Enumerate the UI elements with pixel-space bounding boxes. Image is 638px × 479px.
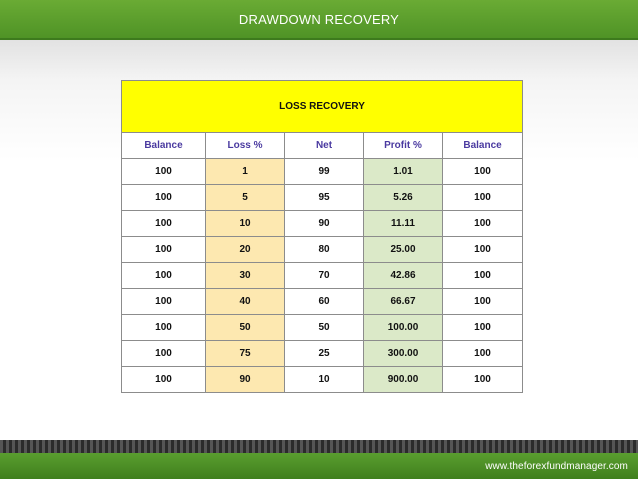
cell-net: 99 xyxy=(284,158,364,185)
table-title: LOSS RECOVERY xyxy=(120,80,524,133)
title-bar xyxy=(0,0,638,40)
cell-profit-pct: 11.11 xyxy=(363,210,443,237)
cell-balance: 100 xyxy=(121,158,206,185)
cell-loss-pct: 1 xyxy=(205,158,285,185)
cell-balance: 100 xyxy=(121,236,206,263)
table-row: 100 30 70 42.86 100 xyxy=(121,262,524,289)
footer-bar xyxy=(0,453,638,479)
cell-loss-pct: 20 xyxy=(205,236,285,263)
cell-balance: 100 xyxy=(121,210,206,237)
cell-balance-after: 100 xyxy=(441,210,524,237)
column-header-profit-pct: Profit % xyxy=(363,132,443,159)
cell-net: 60 xyxy=(284,288,364,315)
footer-url: www.theforexfundmanager.com xyxy=(485,461,628,472)
table-row: 100 10 90 11.11 100 xyxy=(121,210,524,237)
cell-balance-after: 100 xyxy=(441,262,524,289)
cell-balance-after: 100 xyxy=(441,314,524,341)
column-header-balance-after: Balance xyxy=(441,132,524,159)
cell-profit-pct: 900.00 xyxy=(363,366,443,393)
cell-balance: 100 xyxy=(121,366,206,393)
cell-profit-pct: 66.67 xyxy=(363,288,443,315)
cell-net: 10 xyxy=(284,366,364,393)
cell-balance: 100 xyxy=(121,314,206,341)
loss-recovery-table: LOSS RECOVERY Balance Loss % Net Profit … xyxy=(120,80,524,393)
table-row: 100 50 50 100.00 100 xyxy=(121,314,524,341)
table-row: 100 75 25 300.00 100 xyxy=(121,340,524,367)
cell-balance: 100 xyxy=(121,184,206,211)
cell-net: 70 xyxy=(284,262,364,289)
cell-loss-pct: 10 xyxy=(205,210,285,237)
table-row: 100 5 95 5.26 100 xyxy=(121,184,524,211)
cell-net: 90 xyxy=(284,210,364,237)
cell-loss-pct: 50 xyxy=(205,314,285,341)
column-header-loss-pct: Loss % xyxy=(205,132,285,159)
footer-stripe-band xyxy=(0,440,638,453)
cell-profit-pct: 100.00 xyxy=(363,314,443,341)
cell-loss-pct: 30 xyxy=(205,262,285,289)
table-row: 100 20 80 25.00 100 xyxy=(121,236,524,263)
cell-balance: 100 xyxy=(121,288,206,315)
cell-profit-pct: 25.00 xyxy=(363,236,443,263)
cell-net: 80 xyxy=(284,236,364,263)
cell-balance-after: 100 xyxy=(441,366,524,393)
cell-loss-pct: 5 xyxy=(205,184,285,211)
table-row: 100 1 99 1.01 100 xyxy=(121,158,524,185)
cell-profit-pct: 1.01 xyxy=(363,158,443,185)
cell-net: 95 xyxy=(284,184,364,211)
column-header-row: Balance Loss % Net Profit % Balance xyxy=(121,132,524,159)
slide-title: DRAWDOWN RECOVERY xyxy=(238,12,400,27)
table-row: 100 40 60 66.67 100 xyxy=(121,288,524,315)
cell-balance: 100 xyxy=(121,262,206,289)
cell-balance: 100 xyxy=(121,340,206,367)
column-header-net: Net xyxy=(284,132,364,159)
cell-loss-pct: 75 xyxy=(205,340,285,367)
column-header-balance: Balance xyxy=(121,132,206,159)
cell-profit-pct: 42.86 xyxy=(363,262,443,289)
cell-net: 25 xyxy=(284,340,364,367)
cell-balance-after: 100 xyxy=(441,236,524,263)
cell-profit-pct: 300.00 xyxy=(363,340,443,367)
cell-balance-after: 100 xyxy=(441,158,524,185)
table-row: 100 90 10 900.00 100 xyxy=(121,366,524,393)
cell-net: 50 xyxy=(284,314,364,341)
cell-loss-pct: 90 xyxy=(205,366,285,393)
cell-balance-after: 100 xyxy=(441,184,524,211)
cell-balance-after: 100 xyxy=(441,340,524,367)
cell-loss-pct: 40 xyxy=(205,288,285,315)
cell-balance-after: 100 xyxy=(441,288,524,315)
cell-profit-pct: 5.26 xyxy=(363,184,443,211)
